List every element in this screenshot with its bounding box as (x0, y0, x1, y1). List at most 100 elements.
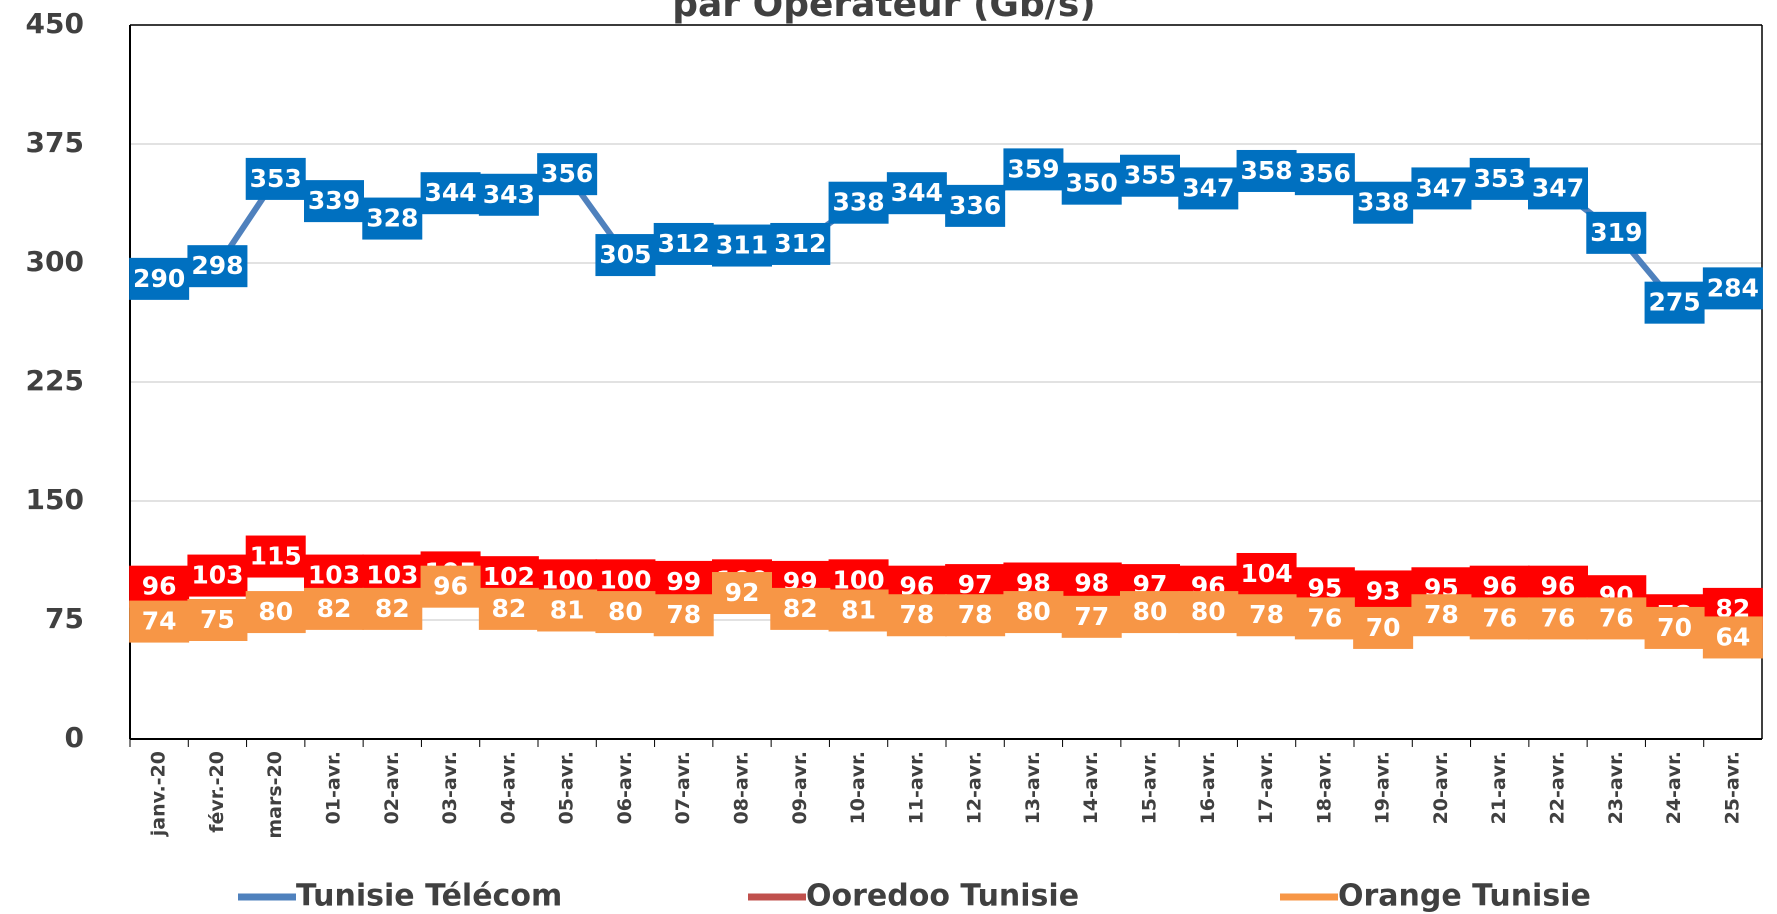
data-label-box (595, 591, 656, 634)
data-label: 338 (832, 188, 884, 217)
x-tick-label: 17-avr. (1255, 751, 1277, 824)
data-label-box (1353, 570, 1414, 613)
data-label-box (245, 535, 306, 578)
x-tick-label: 13-avr. (1022, 751, 1044, 824)
data-label: 96 (1482, 572, 1517, 601)
data-label: 347 (1415, 173, 1467, 202)
x-tick-label: 03-avr. (439, 751, 461, 824)
data-label-box (1120, 591, 1180, 634)
data-label-box (1528, 167, 1588, 210)
x-tick-label: 07-avr. (672, 751, 694, 824)
data-label: 343 (483, 180, 535, 209)
data-label-box (187, 599, 248, 641)
legend-label: Orange Tunisie (1338, 879, 1591, 914)
x-tick-label: 22-avr. (1547, 751, 1569, 824)
data-label: 80 (1191, 597, 1226, 626)
data-label: 78 (899, 600, 934, 629)
data-label-box (129, 257, 190, 300)
data-label: 100 (599, 565, 651, 594)
x-tick-label: 12-avr. (964, 751, 986, 824)
data-label-box (1294, 597, 1355, 640)
data-label: 328 (366, 204, 418, 233)
data-label-box (1528, 597, 1588, 640)
data-label-box (945, 184, 1006, 227)
y-tick-label: 375 (26, 126, 84, 159)
data-label-box (478, 173, 539, 216)
data-label-box (1644, 281, 1705, 324)
data-label-box (537, 153, 598, 196)
data-label: 358 (1240, 156, 1292, 185)
data-label-box (1178, 167, 1239, 210)
x-tick-label: 02-avr. (381, 751, 403, 824)
data-label-box (1469, 597, 1530, 640)
y-tick-label: 450 (26, 7, 84, 40)
data-label: 76 (1482, 603, 1517, 632)
data-label: 344 (891, 178, 943, 207)
x-tick-label: 09-avr. (789, 751, 811, 824)
data-label: 98 (1074, 569, 1109, 598)
data-label: 81 (841, 595, 876, 624)
x-tick-label: 19-avr. (1372, 751, 1394, 824)
x-tick-label: 18-avr. (1313, 751, 1335, 824)
data-label: 80 (258, 597, 293, 626)
data-label: 93 (1366, 576, 1401, 605)
data-label-box (245, 591, 306, 634)
data-label-box (187, 554, 248, 597)
data-label: 336 (949, 191, 1001, 220)
data-label: 344 (424, 178, 476, 207)
data-label-box (537, 589, 598, 632)
data-label: 78 (958, 600, 993, 629)
data-label: 82 (783, 594, 818, 623)
data-label: 82 (491, 594, 526, 623)
x-tick-label: 11-avr. (905, 751, 927, 824)
data-label-box (1411, 167, 1472, 210)
data-label-box (712, 224, 772, 267)
data-label: 70 (1657, 613, 1692, 642)
x-tick-label: 04-avr. (497, 751, 519, 824)
data-label: 92 (725, 578, 760, 607)
data-label-box (1120, 154, 1180, 197)
data-label: 103 (191, 561, 243, 590)
x-tick-label: 10-avr. (847, 751, 869, 824)
x-tick-label: mars-20 (264, 751, 286, 839)
data-label-box (245, 157, 306, 200)
y-tick-label: 225 (26, 364, 84, 397)
data-label: 77 (1074, 602, 1109, 631)
data-label-box (304, 587, 364, 630)
data-label-box (1061, 162, 1122, 205)
y-tick-label: 75 (45, 602, 84, 635)
x-tick-label: 24-avr. (1663, 751, 1685, 824)
data-label: 75 (200, 605, 235, 634)
data-label: 347 (1182, 173, 1234, 202)
data-label-box (1003, 148, 1064, 191)
data-label: 339 (308, 186, 360, 215)
data-label-box (1178, 591, 1239, 634)
data-label: 80 (1016, 597, 1051, 626)
data-label: 104 (1240, 559, 1292, 588)
x-tick-label: 16-avr. (1197, 751, 1219, 824)
data-label-box (1702, 267, 1763, 310)
x-tick-label: 08-avr. (731, 751, 753, 824)
data-label-box (1236, 594, 1297, 637)
data-label-box (1469, 157, 1530, 200)
y-tick-label: 0 (65, 721, 84, 754)
x-tick-label: 25-avr. (1721, 751, 1743, 824)
data-label: 80 (608, 597, 643, 626)
data-label-box (1236, 552, 1297, 595)
data-label: 353 (1474, 164, 1526, 193)
data-label-box (1411, 594, 1472, 637)
data-label-box (1294, 153, 1355, 196)
x-tick-label: 21-avr. (1488, 751, 1510, 824)
data-label: 356 (541, 159, 593, 188)
data-label-box (304, 180, 364, 223)
data-label-box (770, 222, 831, 265)
data-label: 78 (666, 600, 701, 629)
data-label-box (1702, 616, 1763, 659)
x-tick-label: févr.-20 (206, 751, 228, 833)
y-tick-label: 150 (26, 483, 84, 516)
data-label: 353 (250, 164, 302, 193)
data-label: 115 (250, 542, 302, 571)
data-label-box (886, 594, 947, 637)
data-label: 103 (308, 561, 360, 590)
